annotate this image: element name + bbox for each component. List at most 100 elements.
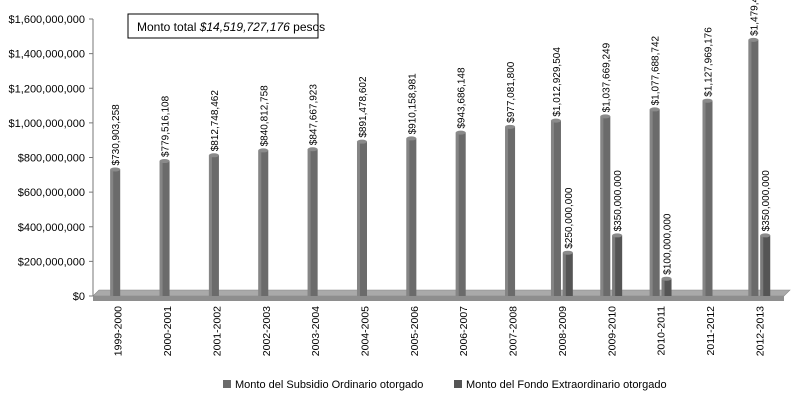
x-tick-label: 2005-2006 [409, 306, 421, 356]
bar-ordinario-body [702, 100, 713, 296]
svg-text:Monto total $14,519,727: Monto total $14,519,727,176 pesos [137, 20, 325, 34]
bar-ordinario-body [600, 116, 611, 296]
total-annotation: Monto total $14,519,727,176 pesos [127, 13, 325, 39]
bar-ordinario [307, 147, 318, 296]
data-label-ordinario: $1,012,929,504 [552, 47, 563, 117]
data-label-ordinario: $891,478,602 [358, 76, 369, 138]
floor-top [92, 289, 791, 297]
bar-ordinario-body [110, 169, 121, 296]
bar-extraordinario-highlight [562, 252, 566, 296]
bar-ordinario [110, 167, 121, 296]
x-tick-label: 2000-2001 [162, 306, 174, 356]
bar-extraordinario-cap [562, 250, 573, 255]
bar-ordinario-highlight [550, 120, 554, 296]
x-tick-label: 2008-2009 [557, 306, 569, 356]
bar-extraordinario-cap [661, 276, 672, 281]
x-tick-label: 2010-2011 [656, 306, 668, 356]
bar-ordinario [600, 114, 611, 296]
chart-floor [92, 289, 791, 301]
bar-ordinario-cap [702, 98, 713, 103]
data-label-ordinario: $812,748,462 [210, 90, 221, 152]
bar-ordinario-highlight [505, 126, 509, 296]
data-labels: $730,903,258 $779,516,108 $812,748,462 $840… [111, 0, 772, 275]
data-label-ordinario: $730,903,258 [111, 104, 122, 166]
bar-extraordinario-highlight [760, 235, 764, 296]
bar-ordinario-cap [550, 118, 561, 123]
bar-ordinario-highlight [208, 155, 212, 296]
legend-label-extraordinario: Monto del Fondo Extraordinario otorgado [466, 379, 667, 391]
bar-ordinario-highlight [649, 109, 653, 296]
x-tick-label: 2001-2002 [211, 306, 223, 356]
bar-ordinario-body [159, 161, 170, 296]
bar-ordinario [159, 159, 170, 296]
bar-extraordinario-highlight [661, 278, 665, 296]
bar-ordinario-cap [406, 136, 417, 141]
legend-label-ordinario: Monto del Subsidio Ordinario otorgado [235, 379, 423, 391]
x-tick-label: 2003-2004 [310, 306, 322, 356]
bar-ordinario-body [550, 120, 561, 296]
data-label-ordinario: $1,037,669,249 [601, 42, 612, 112]
y-axis-tick-labels: $0 $200,000,000 $400,000,000 $600,000,000 $8… [9, 14, 85, 303]
bar-ordinario [356, 139, 367, 296]
bar-ordinario-body [208, 155, 219, 296]
bar-extraordinario [661, 276, 672, 296]
bar-ordinario-body [307, 149, 318, 296]
bar-ordinario-highlight [748, 39, 752, 296]
bar-ordinario-body [258, 150, 269, 296]
data-label-ordinario: $779,516,108 [161, 95, 172, 157]
x-tick-label: 2007-2008 [508, 306, 520, 356]
y-tick-label: $1,400,000,000 [9, 49, 85, 61]
bar-ordinario-highlight [406, 138, 410, 296]
bar-ordinario [455, 130, 466, 296]
bar-extraordinario [612, 233, 623, 296]
total-prefix: Monto total [137, 20, 200, 34]
x-tick-label: 2004-2005 [359, 306, 371, 356]
y-tick-label: $400,000,000 [18, 222, 85, 234]
bar-ordinario-body [406, 138, 417, 296]
data-label-ordinario: $977,081,800 [506, 61, 517, 123]
bar-ordinario [550, 118, 561, 296]
y-tick-label: $800,000,000 [18, 153, 85, 165]
bar-ordinario-cap [208, 153, 219, 158]
bar-extraordinario-body [612, 235, 623, 296]
x-tick-label: 2002-2003 [261, 306, 273, 356]
bar-ordinario-cap [455, 130, 466, 135]
legend: Monto del Subsidio Ordinario otorgado Mo… [223, 379, 667, 391]
bar-ordinario [702, 98, 713, 296]
bar-ordinario-body [356, 141, 367, 296]
bar-ordinario [649, 107, 660, 296]
bar-extraordinario-cap [612, 233, 623, 238]
legend-item-extraordinario: Monto del Fondo Extraordinario otorgado [454, 379, 667, 391]
x-tick-label: 2006-2007 [458, 306, 470, 356]
data-label-ordinario: $910,158,981 [407, 73, 418, 135]
bar-ordinario-cap [505, 124, 516, 129]
bar-ordinario-highlight [258, 150, 262, 296]
bar-ordinario-body [748, 39, 759, 296]
data-label-ordinario: $943,686,148 [457, 67, 468, 129]
y-tick-label: $1,600,000,000 [9, 14, 85, 26]
bar-ordinario [258, 148, 269, 296]
x-tick-label: 2011-2012 [705, 306, 717, 356]
bar-ordinario-body [455, 132, 466, 296]
total-amount: $14,519,727,176 [199, 20, 290, 34]
bar-ordinario-highlight [159, 161, 163, 296]
bar-ordinario-cap [356, 139, 367, 144]
bar-ordinario [748, 37, 759, 296]
chart-bars [110, 37, 771, 296]
data-label-extraordinario: $350,000,000 [613, 170, 624, 232]
bar-ordinario-highlight [702, 100, 706, 296]
bar-ordinario-highlight [307, 149, 311, 296]
y-tick-label: $1,200,000,000 [9, 83, 85, 95]
bar-ordinario-cap [110, 167, 121, 172]
x-tick-label: 1999-2000 [113, 306, 125, 356]
y-tick-label: $0 [73, 291, 85, 303]
legend-item-ordinario: Monto del Subsidio Ordinario otorgado [223, 379, 423, 391]
legend-swatch-extraordinario [454, 380, 462, 388]
x-tick-label: 2012-2013 [754, 306, 766, 356]
y-tick-label: $1,000,000,000 [9, 118, 85, 130]
bar-ordinario-cap [649, 107, 660, 112]
data-label-ordinario: $847,667,923 [309, 84, 320, 146]
floor-front [93, 296, 784, 301]
bar-extraordinario-body [760, 235, 771, 296]
